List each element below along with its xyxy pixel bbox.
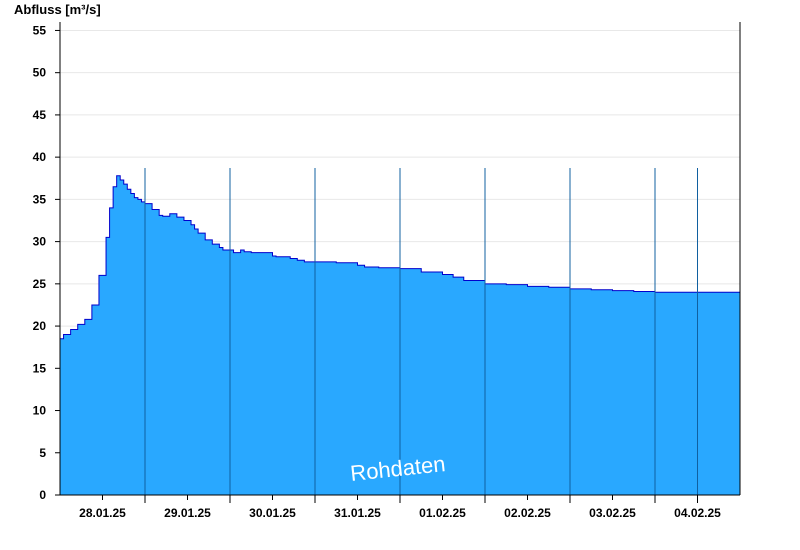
x-tick-label: 29.01.25 bbox=[164, 506, 211, 520]
y-tick-label: 40 bbox=[33, 150, 47, 164]
x-tick-label: 28.01.25 bbox=[79, 506, 126, 520]
x-ticks: 28.01.25 29.01.25 30.01.25 31.01.25 01.02.25… bbox=[79, 495, 721, 520]
x-tick-label: 04.02.25 bbox=[674, 506, 721, 520]
y-tick-label: 50 bbox=[33, 66, 47, 80]
y-tick-label: 45 bbox=[33, 108, 47, 122]
day-separator-layer bbox=[144, 168, 698, 495]
y-tick-label: 55 bbox=[33, 23, 47, 37]
x-tick-label: 31.01.25 bbox=[334, 506, 381, 520]
y-tick-label: 5 bbox=[39, 446, 46, 460]
y-tick-label: 20 bbox=[33, 319, 47, 333]
x-tick-label: 01.02.25 bbox=[419, 506, 466, 520]
y-tick-label: 0 bbox=[39, 488, 46, 502]
y-tick-label: 25 bbox=[33, 277, 47, 291]
y-ticks: 0 5 10 15 20 25 30 35 40 45 50 55 bbox=[33, 23, 60, 502]
x-tick-label: 30.01.25 bbox=[249, 506, 296, 520]
y-tick-label: 30 bbox=[33, 235, 47, 249]
y-tick-label: 35 bbox=[33, 192, 47, 206]
x-tick-label: 02.02.25 bbox=[504, 506, 551, 520]
y-axis-label: Abfluss [m³/s] bbox=[14, 2, 101, 17]
x-tick-label: 03.02.25 bbox=[589, 506, 636, 520]
y-tick-label: 10 bbox=[33, 404, 47, 418]
y-tick-label: 15 bbox=[33, 361, 47, 375]
